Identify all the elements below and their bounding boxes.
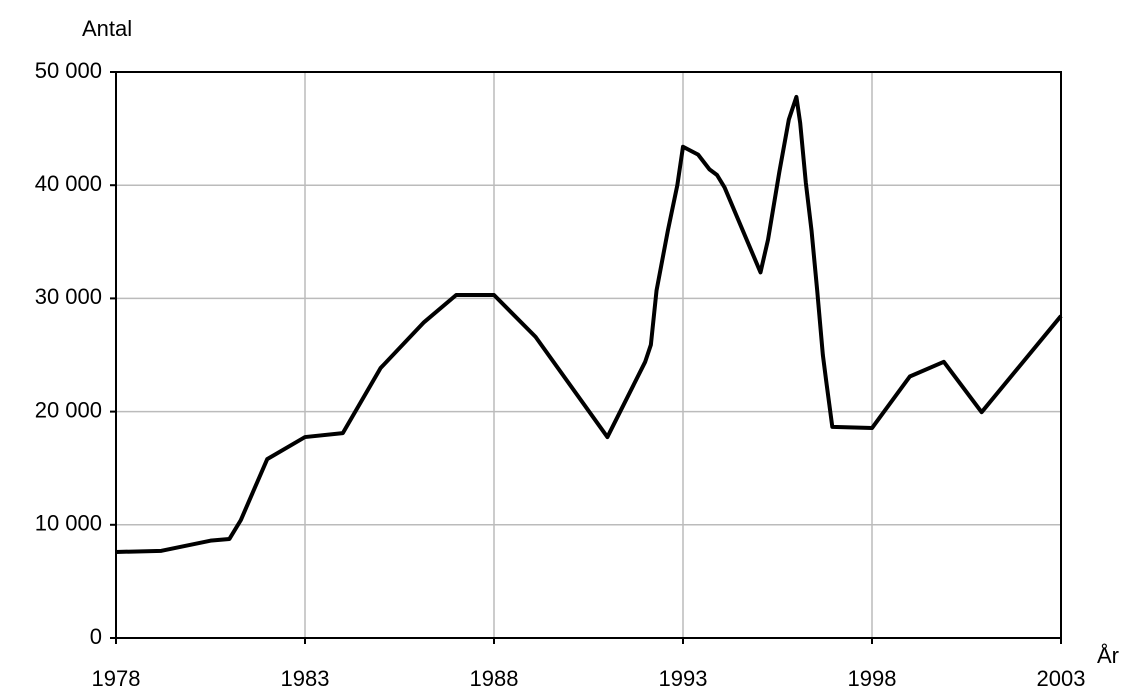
y-tick-label: 10 000 (35, 511, 102, 536)
x-axis-label: År (1097, 643, 1119, 668)
y-tick-label: 0 (90, 624, 102, 649)
x-tick-label: 1993 (659, 666, 708, 691)
x-tick-label: 1983 (281, 666, 330, 691)
x-tick-label: 1988 (470, 666, 519, 691)
line (115, 94, 1063, 554)
y-tick-label: 20 000 (35, 397, 102, 422)
x-tick-label: 1978 (92, 666, 141, 691)
x-tick-label: 2003 (1037, 666, 1086, 691)
y-tick-label: 30 000 (35, 284, 102, 309)
y-tick-label: 50 000 (35, 58, 102, 83)
plot-frame (115, 71, 1062, 639)
y-tick-label: 40 000 (35, 171, 102, 196)
x-tick-label: 1998 (848, 666, 897, 691)
y-axis-label: Antal (82, 16, 132, 41)
